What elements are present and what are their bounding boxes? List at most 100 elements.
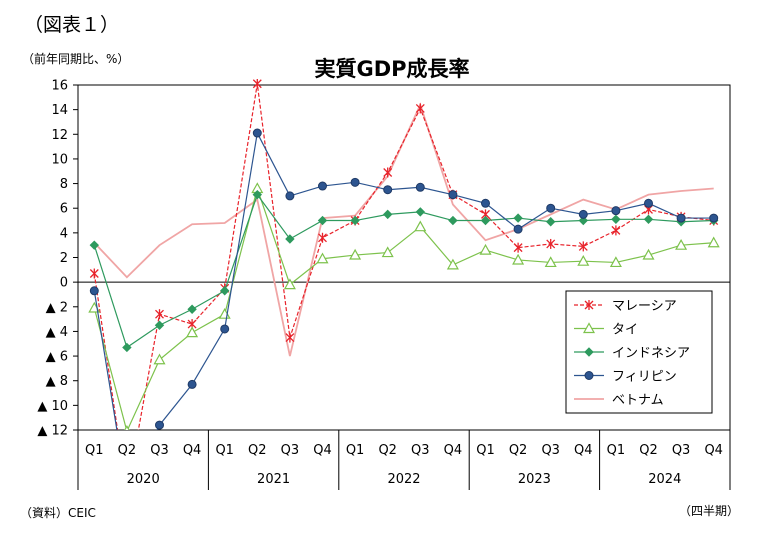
data-point: [285, 332, 295, 343]
legend-label: マレーシア: [612, 299, 677, 314]
data-point: [285, 234, 295, 244]
data-point: [349, 248, 362, 260]
series-line: [93, 131, 714, 430]
series-line: [93, 83, 714, 430]
data-point: [415, 182, 425, 192]
data-point: [584, 300, 594, 310]
period-label: （四半期）: [678, 504, 739, 518]
data-point: [709, 213, 719, 223]
data-point: [512, 253, 525, 265]
data-point: [584, 347, 594, 357]
y-tick-label: 4: [60, 226, 68, 241]
data-point: [609, 256, 622, 268]
data-point: [578, 215, 589, 226]
data-point: [155, 309, 164, 320]
legend-item: フィリピン: [574, 370, 677, 385]
data-point: [513, 224, 523, 234]
series-line: [93, 186, 714, 430]
data-point: [480, 215, 491, 226]
axes: 16 14 12 10 8 6 4 2 0 ▲ 2 ▲ 4 ▲ 6 ▲ 8 ▲ 10 ▲ 12 Q1 Q2 Q3 Q…: [37, 79, 731, 490]
y-tick-label: ▲ 4: [46, 325, 68, 340]
chart-title: 実質GDP成長率: [314, 57, 469, 81]
year-label: 2021: [257, 472, 290, 487]
x-tick-label: Q4: [313, 443, 332, 458]
data-point: [546, 238, 556, 249]
x-tick-label: Q1: [476, 443, 495, 458]
data-point: [89, 240, 100, 250]
data-point: [155, 420, 164, 430]
data-point: [122, 342, 132, 353]
data-point: [252, 79, 262, 89]
y-tick-label: 14: [51, 103, 68, 118]
data-point: [252, 128, 262, 138]
data-point: [676, 213, 686, 223]
year-label: 2024: [648, 472, 681, 487]
x-tick-label: Q3: [672, 443, 691, 458]
data-point: [383, 167, 393, 178]
x-tick-label: Q3: [150, 443, 169, 458]
data-point: [123, 488, 131, 496]
data-point: [316, 252, 329, 264]
data-point: [89, 286, 99, 296]
data-point: [154, 320, 165, 330]
y-tick-label: 10: [51, 152, 68, 167]
data-point: [642, 248, 655, 260]
data-point: [481, 198, 490, 208]
x-tick-label: Q4: [444, 443, 463, 458]
data-point: [381, 246, 394, 258]
x-tick-label: Q3: [411, 443, 430, 458]
series-layer: [88, 79, 720, 496]
data-point: [644, 198, 653, 208]
data-point: [383, 185, 393, 195]
x-tick-label: Q1: [607, 443, 626, 458]
data-point: [187, 379, 197, 389]
data-point: [611, 214, 621, 225]
data-point: [415, 207, 426, 217]
data-point: [285, 191, 295, 201]
data-point: [513, 213, 523, 223]
x-tick-label: Q3: [541, 443, 560, 458]
data-point: [611, 206, 621, 216]
data-point: [318, 232, 327, 243]
data-point: [448, 215, 458, 226]
x-tick-label: Q4: [704, 443, 723, 458]
x-tick-label: Q2: [378, 443, 397, 458]
data-point: [582, 322, 596, 334]
x-tick-label: Q2: [639, 443, 658, 458]
data-point: [414, 220, 427, 232]
x-tick-label: Q4: [183, 443, 202, 458]
legend-label: フィリピン: [612, 370, 677, 385]
data-point: [545, 217, 556, 227]
data-point: [546, 203, 556, 213]
data-point: [153, 353, 166, 365]
data-point: [187, 304, 197, 314]
data-point: [186, 326, 199, 338]
y-tick-label: 6: [60, 202, 68, 217]
data-point: [611, 225, 621, 236]
x-tick-label: Q4: [574, 443, 593, 458]
y-tick-label: ▲ 10: [37, 399, 68, 414]
data-point: [220, 324, 230, 334]
legend-label: インドネシア: [612, 346, 690, 361]
data-point: [577, 254, 590, 266]
y-tick-label: ▲ 12: [37, 424, 68, 439]
x-tick-label: Q1: [215, 443, 234, 458]
series-1: [88, 182, 720, 430]
x-tick-label: Q2: [509, 443, 528, 458]
data-point: [283, 278, 296, 290]
legend-label: ベトナム: [612, 393, 664, 408]
data-point: [219, 286, 230, 296]
x-tick-label: Q2: [118, 443, 137, 458]
data-point: [89, 268, 99, 279]
x-tick-label: Q3: [281, 443, 300, 458]
legend-item: インドネシア: [574, 346, 690, 361]
legend-item: タイ: [574, 322, 638, 338]
data-point: [643, 214, 654, 225]
data-point: [513, 242, 523, 253]
y-tick-label: ▲ 6: [46, 350, 68, 365]
x-tick-label: Q1: [85, 443, 104, 458]
y-tick-label: 2: [60, 251, 68, 266]
data-point: [350, 177, 360, 187]
